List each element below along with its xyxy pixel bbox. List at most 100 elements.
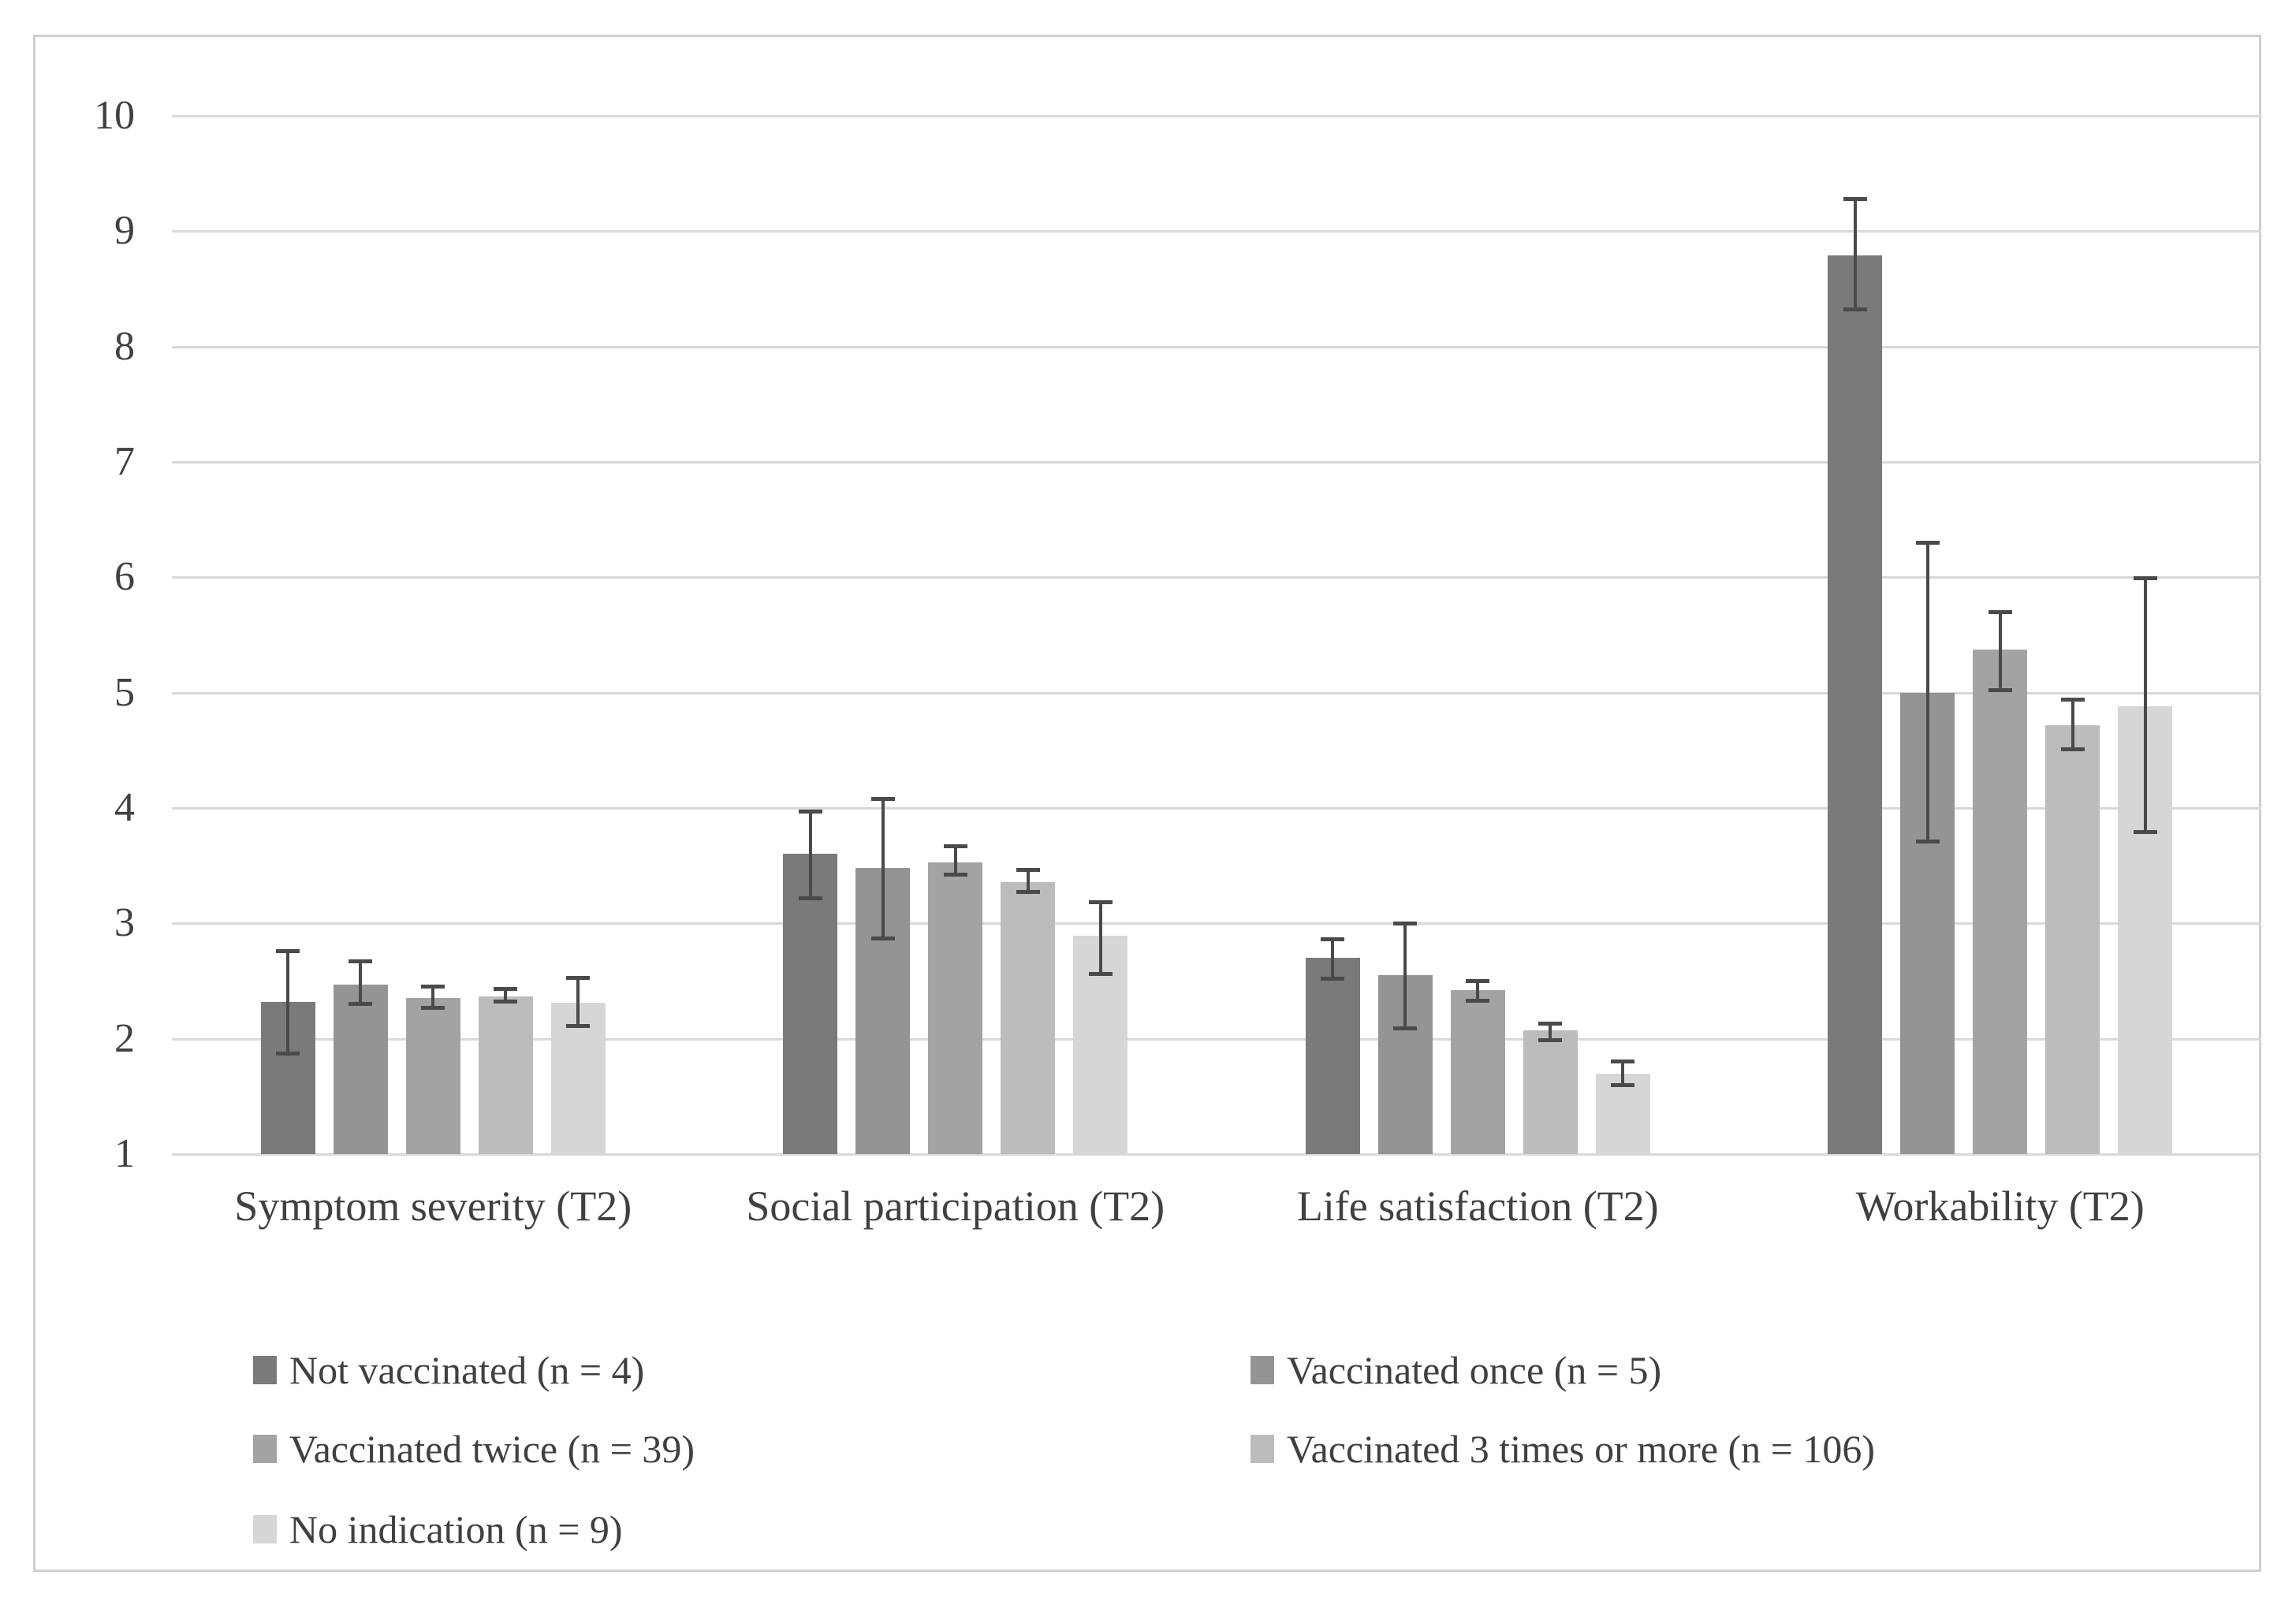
- error-bar-cap: [1915, 540, 1940, 545]
- gridline: [172, 114, 2261, 117]
- legend-label: No indication (n = 9): [289, 1507, 623, 1551]
- gridline: [172, 1037, 2261, 1041]
- chart-frame: 1 2 3 4 5 6 7 8 9 10 Symptom severity (T2) Social …: [33, 35, 2261, 1572]
- category-label: Social participation (T2): [746, 1182, 1165, 1230]
- y-tick-label: 4: [114, 784, 135, 830]
- error-bar-cap: [1915, 839, 1940, 843]
- gridline: [172, 806, 2261, 810]
- bar: [1001, 881, 1056, 1154]
- error-bar-cap: [1466, 978, 1490, 983]
- bar: [478, 996, 533, 1154]
- gridline: [172, 922, 2261, 925]
- y-tick-label: 3: [114, 900, 135, 946]
- error-bar-cap: [2133, 576, 2157, 581]
- error-bar-cap: [494, 1000, 518, 1004]
- error-bar-cap: [1016, 868, 1040, 873]
- category-label: Life satisfaction (T2): [1296, 1182, 1659, 1230]
- gridline: [172, 460, 2261, 464]
- error-bar-cap: [1393, 921, 1418, 925]
- error-bar-cap: [276, 1052, 300, 1056]
- legend-color-swatch: [253, 1356, 277, 1384]
- error-bar-line: [286, 951, 290, 1054]
- error-bar-cap: [421, 1005, 445, 1010]
- error-bar-cap: [798, 809, 822, 814]
- gridline: [172, 1153, 2261, 1156]
- error-bar-cap: [1088, 972, 1113, 977]
- legend-item: Vaccinated 3 times or more (n = 106): [1250, 1424, 1875, 1474]
- error-bar-cap: [1088, 900, 1113, 905]
- category-label: Workability (T2): [1855, 1182, 2145, 1230]
- error-bar-cap: [943, 843, 967, 848]
- error-bar-cap: [566, 975, 591, 980]
- error-bar-line: [2070, 699, 2074, 750]
- bar: [783, 854, 838, 1154]
- error-bar-cap: [1538, 1022, 1563, 1026]
- error-bar-line: [808, 811, 812, 899]
- error-bar-cap: [1016, 890, 1040, 895]
- gridline: [172, 576, 2261, 579]
- y-tick-label: 7: [114, 438, 135, 484]
- error-bar-cap: [798, 896, 822, 900]
- bar: [2045, 724, 2100, 1154]
- bar: [1305, 958, 1360, 1154]
- legend-item: Vaccinated twice (n = 39): [253, 1424, 695, 1474]
- error-bar-cap: [1611, 1059, 1635, 1064]
- error-bar-cap: [276, 948, 300, 953]
- error-bar-cap: [870, 796, 895, 801]
- legend-item: Vaccinated once (n = 5): [1250, 1345, 1661, 1395]
- bar: [1450, 990, 1505, 1154]
- error-bar-cap: [1321, 977, 1345, 981]
- error-bar-line: [576, 978, 580, 1026]
- legend-color-swatch: [1250, 1435, 1274, 1463]
- legend-label: Vaccinated twice (n = 39): [289, 1427, 695, 1471]
- error-bar-cap: [1843, 307, 1867, 312]
- error-bar-line: [359, 961, 363, 1004]
- y-tick-label: 5: [114, 669, 135, 715]
- y-tick-label: 10: [94, 92, 135, 138]
- bar: [333, 984, 388, 1154]
- y-tick-label: 9: [114, 208, 135, 254]
- error-bar-cap: [1538, 1037, 1563, 1042]
- legend-item: No indication (n = 9): [253, 1504, 623, 1555]
- error-bar-cap: [1988, 688, 2012, 693]
- error-bar-cap: [2133, 830, 2157, 835]
- error-bar-line: [1476, 981, 1480, 1001]
- error-bar-cap: [943, 873, 967, 877]
- legend-color-swatch: [253, 1515, 277, 1544]
- y-tick-label: 6: [114, 554, 135, 600]
- error-bar-cap: [566, 1024, 591, 1029]
- error-bar-line: [881, 799, 885, 939]
- bar: [405, 998, 460, 1154]
- gridline: [172, 345, 2261, 348]
- error-bar-line: [2143, 578, 2147, 832]
- gridline: [172, 230, 2261, 233]
- error-bar-cap: [1988, 609, 2012, 614]
- error-bar-cap: [1393, 1026, 1418, 1030]
- category-label: Symptom severity (T2): [234, 1182, 632, 1230]
- bar: [1523, 1030, 1578, 1154]
- error-bar-line: [1549, 1023, 1552, 1041]
- error-bar-cap: [1466, 998, 1490, 1003]
- error-bar-cap: [421, 985, 445, 989]
- error-bar-cap: [2060, 747, 2085, 751]
- error-bar-line: [504, 989, 508, 1002]
- legend-color-swatch: [1250, 1356, 1274, 1384]
- legend-label: Vaccinated 3 times or more (n = 106): [1287, 1427, 1876, 1471]
- bar: [928, 862, 983, 1154]
- error-bar-line: [1925, 542, 1929, 842]
- error-bar-cap: [870, 936, 895, 940]
- error-bar-line: [1331, 939, 1335, 979]
- bar: [1828, 255, 1883, 1154]
- legend-label: Vaccinated once (n = 5): [1287, 1348, 1662, 1392]
- error-bar-line: [431, 986, 435, 1008]
- bar: [1973, 650, 2028, 1154]
- gridline: [172, 691, 2261, 695]
- error-bar-cap: [494, 987, 518, 992]
- legend-label: Not vaccinated (n = 4): [289, 1348, 645, 1392]
- error-bar-line: [1098, 902, 1102, 974]
- error-bar-line: [953, 846, 957, 875]
- y-tick-label: 2: [114, 1015, 135, 1061]
- bar: [550, 1003, 606, 1154]
- error-bar-line: [1621, 1061, 1625, 1086]
